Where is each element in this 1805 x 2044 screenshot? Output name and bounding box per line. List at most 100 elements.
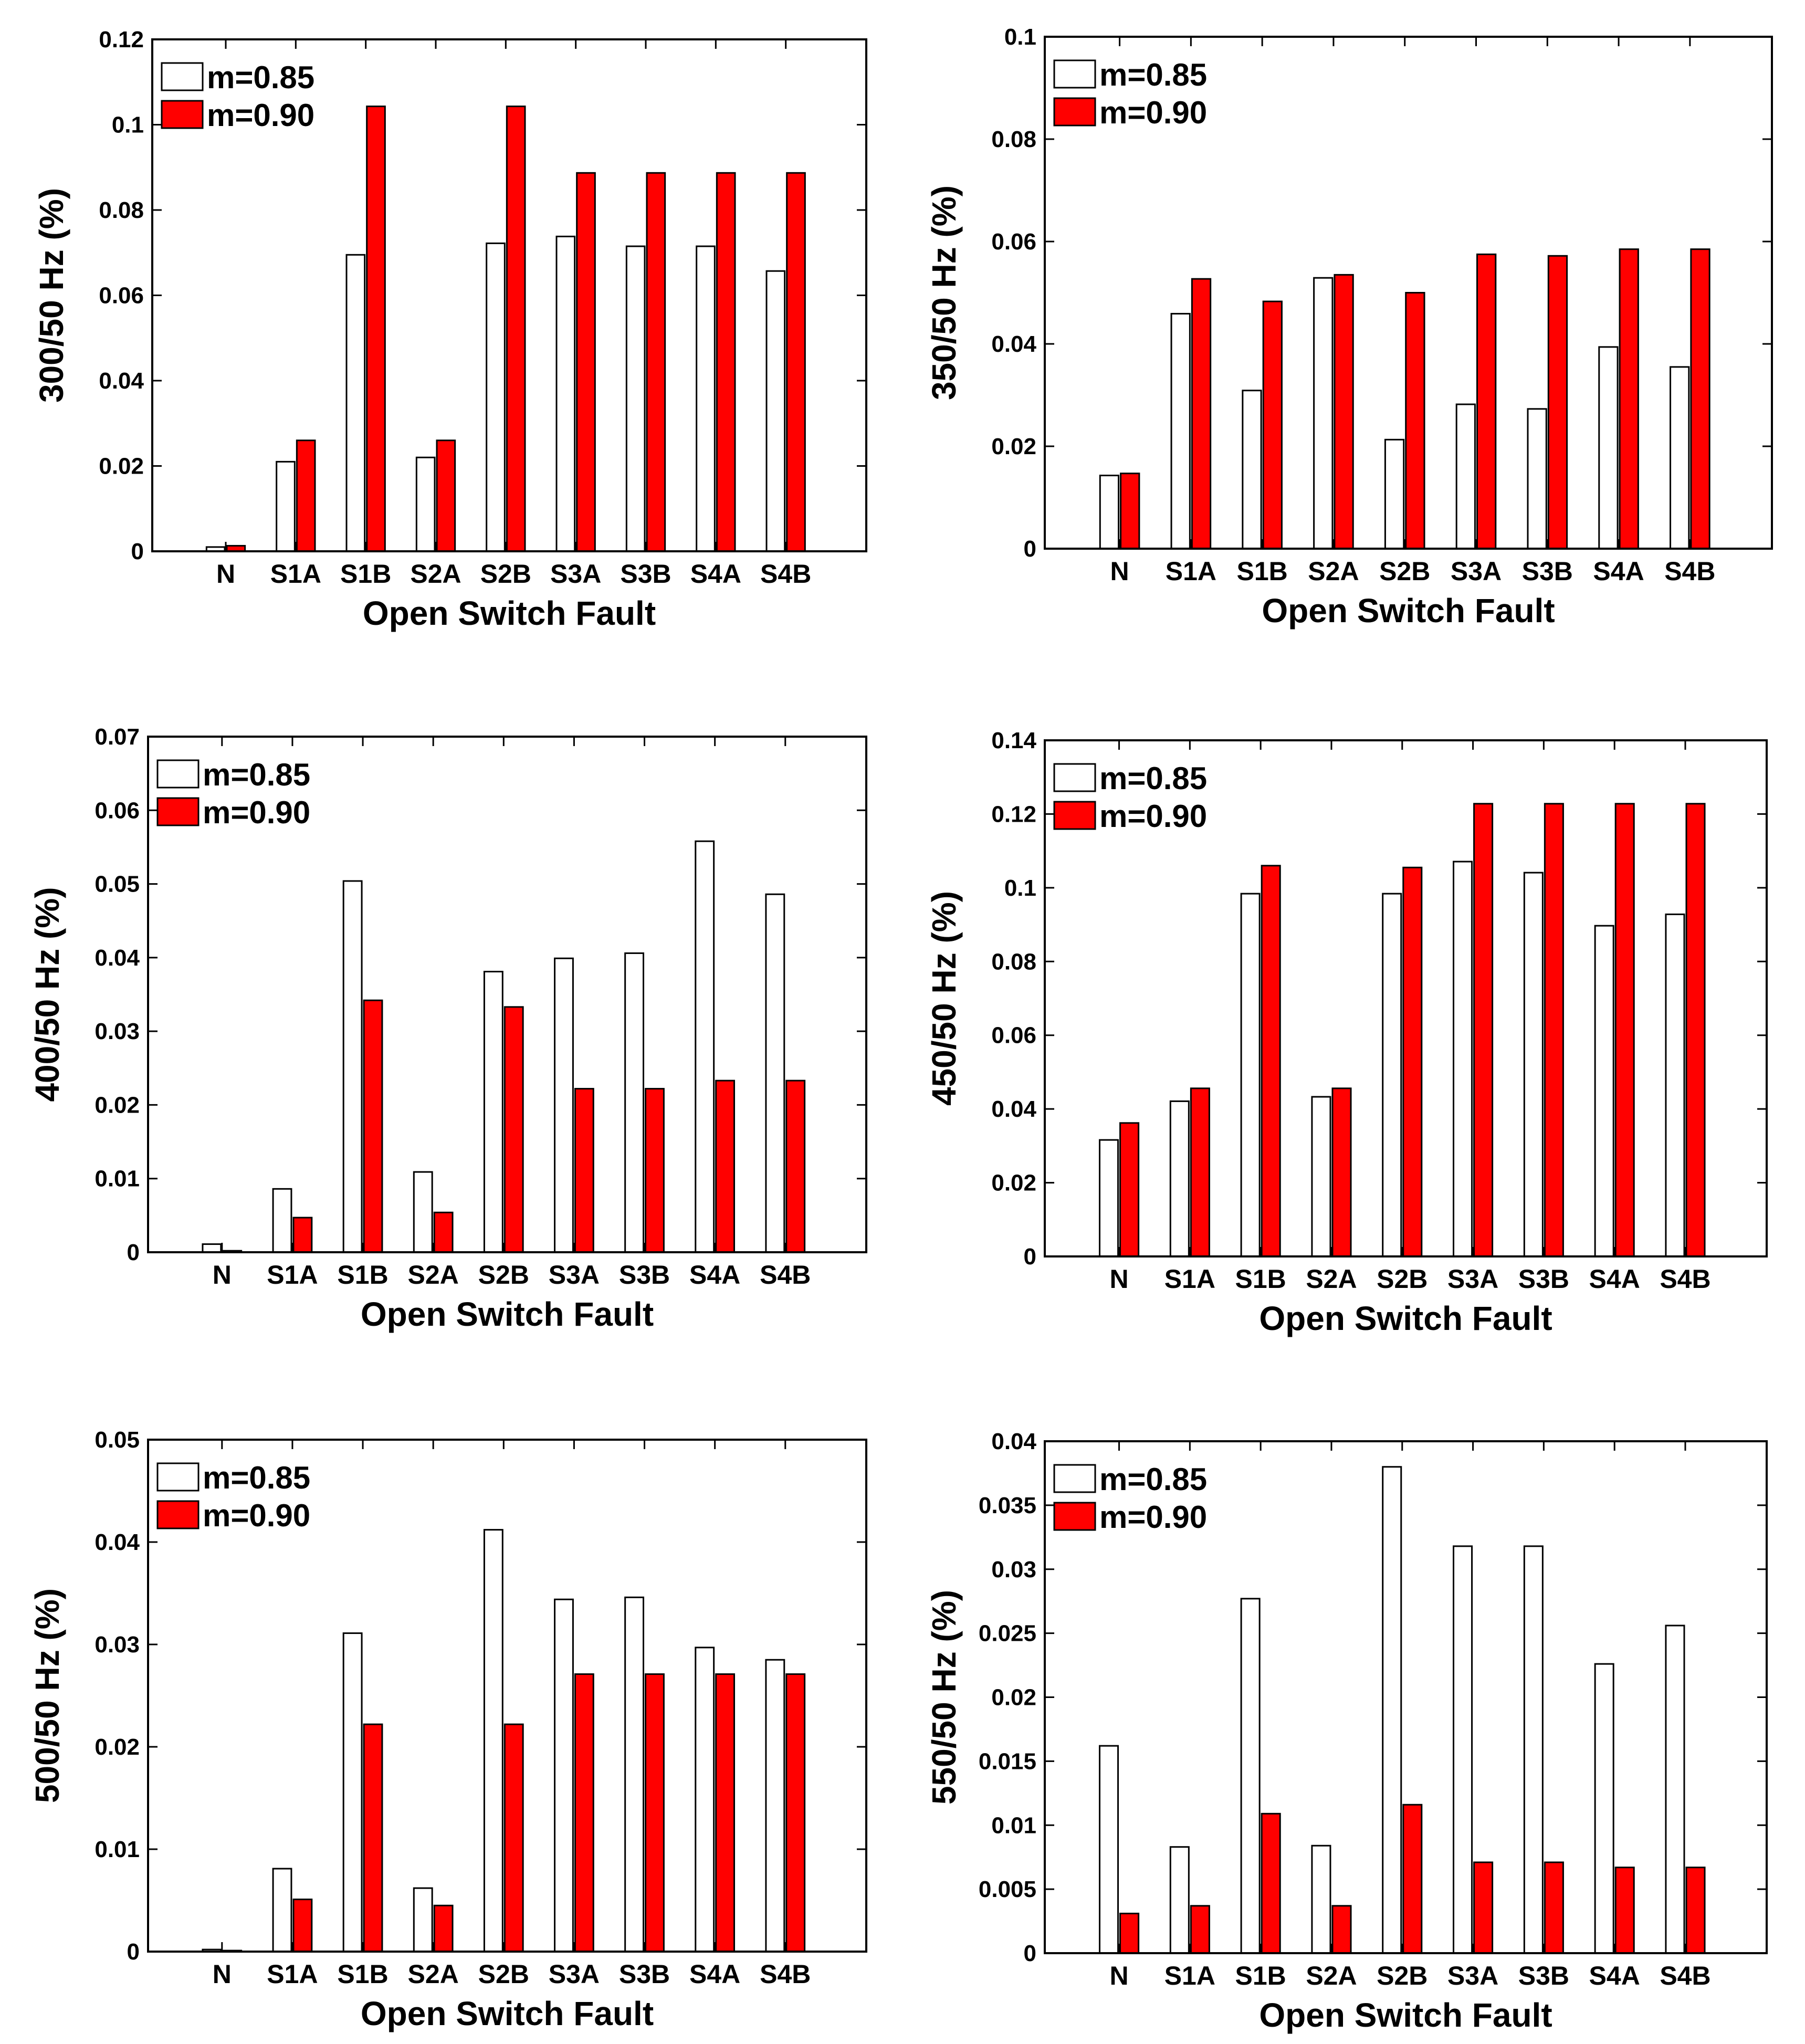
bar-m090-s4b: [1685, 803, 1706, 1257]
legend: m=0.85m=0.90: [156, 1460, 310, 1533]
bar-m085-s2b: [1382, 893, 1402, 1257]
y-tick-label: 0: [1024, 1244, 1036, 1270]
bar-m090-s1a: [296, 439, 316, 552]
bar-m090-s3a: [574, 1088, 594, 1253]
x-axis-title: Open Switch Fault: [1259, 1996, 1552, 2034]
x-tick-label: S1B: [1235, 1264, 1286, 1294]
x-tick-label: S1B: [1237, 557, 1288, 586]
bar-m085-s3a: [554, 1598, 574, 1953]
y-tick-label: 0.02: [95, 1092, 140, 1118]
bar-m090-s1a: [1191, 278, 1212, 550]
bar-m085-s2b: [1384, 438, 1405, 550]
x-tick-label: S1B: [337, 1959, 388, 1989]
bar-m090-s1a: [292, 1217, 313, 1253]
y-tick-label: 0: [1024, 1941, 1036, 1966]
x-tick-label: S3A: [549, 1260, 600, 1290]
bar-m090-s3b: [646, 172, 666, 552]
plot-frame: [1044, 739, 1768, 1257]
legend-label: m=0.90: [1099, 799, 1207, 834]
bar-m085-s1a: [272, 1868, 292, 1953]
bar-m085-s3b: [1527, 408, 1547, 550]
bar-m085-s2a: [1311, 1096, 1331, 1257]
chart-2: 0 0.02 0.04 0.06 0.08 0.1 N S1A S1B S2A S2B S3A S3B S…: [925, 24, 1773, 630]
x-tick-label: S4B: [1660, 1264, 1710, 1294]
y-tick-label: 0.02: [99, 454, 144, 479]
x-tick-label: S2A: [1306, 1264, 1357, 1294]
bar-m085-s2a: [413, 1171, 433, 1253]
legend-swatch-m085: [1053, 763, 1096, 792]
y-tick-label: 0.06: [99, 283, 144, 309]
bar-m085-s1b: [345, 254, 366, 552]
bar-m085-s2b: [483, 971, 503, 1253]
bar-m085-s3b: [624, 1596, 645, 1953]
x-tick-label: S3B: [1522, 557, 1573, 586]
bar-m085-s4b: [765, 893, 785, 1253]
y-tick-label: 0.02: [95, 1734, 140, 1760]
x-axis-title: Open Switch Fault: [361, 1295, 654, 1333]
x-tick-label: S2A: [410, 559, 461, 589]
x-tick-label: S4A: [690, 559, 741, 589]
bar-m085-n: [202, 1243, 222, 1253]
x-tick-label: N: [213, 1260, 232, 1290]
bar-m085-n: [1098, 1745, 1119, 1954]
x-tick-label: S4B: [760, 1959, 811, 1989]
x-axis-title: Open Switch Fault: [1262, 592, 1555, 630]
bar-m090-s3b: [1544, 1861, 1564, 1954]
bar-m090-s4b: [786, 172, 806, 552]
chart-1: 0 0.02 0.04 0.06 0.08 0.1 0.12 N S1A S1B S2A S2B S3A…: [33, 27, 867, 632]
x-tick-label: S2B: [1377, 1961, 1428, 1990]
bar-m085-s1b: [342, 880, 363, 1253]
bar-m085-s3b: [624, 952, 645, 1253]
y-axis-title: 400/50 Hz (%): [28, 887, 66, 1102]
bar-m090-s3a: [576, 172, 596, 552]
bar-m085-s3a: [1453, 1545, 1473, 1954]
x-tick-label: S2B: [478, 1959, 529, 1989]
x-tick-label: N: [213, 1959, 232, 1989]
legend-swatch-m090: [156, 1500, 200, 1529]
chart-5: 0 0.01 0.02 0.03 0.04 0.05 N S1A S1B S2A S2B S3A S3B…: [28, 1427, 867, 2032]
legend: m=0.85m=0.90: [1053, 1462, 1207, 1535]
legend-swatch-m085: [161, 62, 204, 91]
legend-label: m=0.90: [203, 795, 310, 830]
bar-m085-s4a: [696, 245, 716, 552]
y-tick-label: 0.07: [95, 724, 140, 750]
bar-m085-s4a: [695, 840, 715, 1253]
x-tick-label: S1B: [337, 1260, 388, 1290]
bar-m090-s2b: [1402, 1804, 1423, 1954]
bar-m090-s4a: [1614, 1867, 1635, 1954]
bar-m090-s1b: [363, 1723, 383, 1953]
x-tick-label: S2B: [1379, 557, 1430, 586]
legend-swatch-m085: [1053, 59, 1096, 89]
bar-m090-n: [1120, 473, 1140, 550]
y-tick-label: 0.03: [991, 1557, 1036, 1582]
bar-m085-s2b: [483, 1529, 503, 1953]
bar-m090-s1b: [366, 106, 386, 552]
bar-m090-s2a: [433, 1904, 454, 1953]
legend-swatch-m090: [1053, 97, 1096, 127]
legend-swatch-m085: [156, 1462, 200, 1492]
bar-m090-s3b: [645, 1088, 665, 1253]
bar-m085-s2b: [1382, 1466, 1402, 1954]
x-tick-label: N: [1110, 557, 1129, 586]
bar-m090-s1b: [1261, 865, 1281, 1257]
x-tick-label: N: [1109, 1961, 1128, 1990]
x-tick-label: S4A: [689, 1959, 740, 1989]
x-tick-label: S3B: [1518, 1961, 1569, 1990]
bar-m085-s3b: [1523, 872, 1544, 1257]
bar-m090-s1a: [1190, 1087, 1210, 1257]
bar-m090-s2a: [433, 1211, 454, 1253]
legend-swatch-m085: [156, 759, 200, 789]
legend-swatch-m090: [1053, 1502, 1096, 1531]
bar-m090-s2b: [1405, 292, 1425, 550]
y-axis-title: 500/50 Hz (%): [28, 1588, 66, 1803]
x-tick-label: S1A: [1164, 1961, 1215, 1990]
y-tick-label: 0.08: [991, 127, 1036, 152]
bar-m090-s2a: [436, 439, 456, 552]
y-tick-label: 0.04: [991, 1096, 1036, 1122]
bar-m085-s4b: [765, 270, 786, 552]
bar-m085-s3a: [555, 235, 576, 552]
bar-m085-s1a: [272, 1188, 292, 1253]
legend-label: m=0.85: [203, 1460, 310, 1495]
y-tick-label: 0.04: [95, 1529, 140, 1555]
bar-m090-s4a: [1619, 248, 1639, 550]
